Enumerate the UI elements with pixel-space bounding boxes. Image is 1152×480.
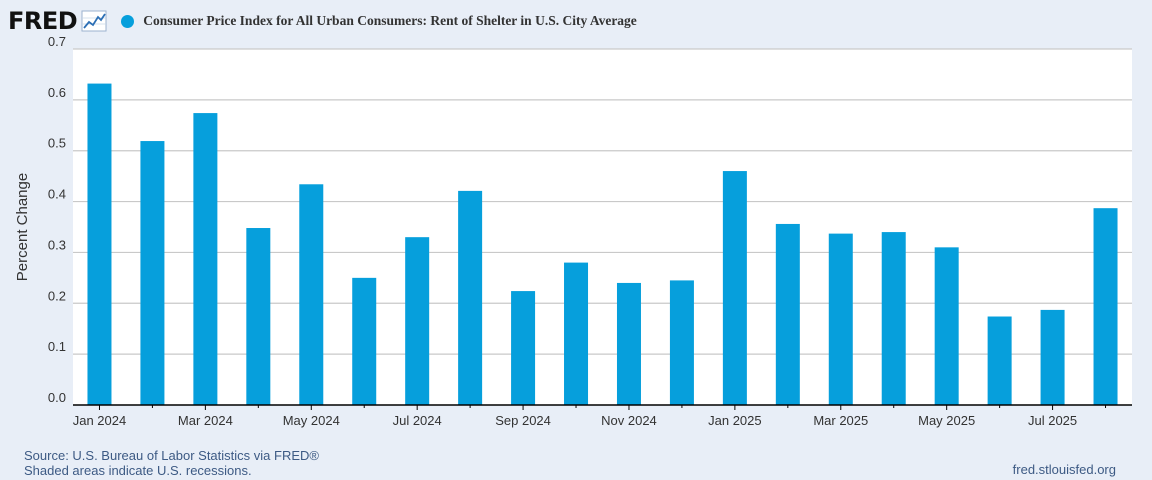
chart-header: FRED Consumer Price Index for All Urban … xyxy=(8,6,637,36)
bar[interactable] xyxy=(511,291,536,405)
x-axis-ticks xyxy=(98,405,1107,410)
x-axis-tick-labels: Jan 2024 Mar 2024 May 2024 Jul 2024 Sep 2024… xyxy=(73,413,1077,428)
y-tick-label: 0.1 xyxy=(48,339,66,354)
y-tick-label: 0.7 xyxy=(48,34,66,49)
x-tick-label: Sep 2024 xyxy=(495,413,551,428)
plot-background xyxy=(73,49,1132,405)
bar[interactable] xyxy=(299,184,324,405)
legend-series-marker xyxy=(121,14,135,28)
bar[interactable] xyxy=(1040,309,1065,405)
bar[interactable] xyxy=(87,83,112,405)
bar[interactable] xyxy=(405,237,430,405)
bar[interactable] xyxy=(669,280,694,405)
site-link[interactable]: fred.stlouisfed.org xyxy=(1012,462,1116,477)
bar[interactable] xyxy=(987,316,1012,405)
bars xyxy=(87,83,1118,405)
x-tick-label: Jan 2025 xyxy=(708,413,762,428)
fred-logo[interactable]: FRED xyxy=(8,7,78,35)
y-tick-label: 0.3 xyxy=(48,237,66,252)
bar[interactable] xyxy=(193,113,218,405)
bar[interactable] xyxy=(616,282,641,405)
fred-logo-graph-icon xyxy=(81,10,107,32)
source-note: Source: U.S. Bureau of Labor Statistics … xyxy=(24,448,319,463)
bar[interactable] xyxy=(564,262,589,405)
bar[interactable] xyxy=(246,228,271,405)
y-tick-label: 0.4 xyxy=(48,187,66,202)
chart-area: 0.0 0.1 0.2 0.3 0.4 0.5 0.6 0.7 Jan 2024 Mar 202… xyxy=(14,34,1132,428)
x-tick-label: Nov 2024 xyxy=(601,413,657,428)
bar[interactable] xyxy=(934,247,959,405)
y-axis-tick-labels: 0.0 0.1 0.2 0.3 0.4 0.5 0.6 0.7 xyxy=(48,34,66,405)
x-tick-label: Jul 2024 xyxy=(393,413,442,428)
x-tick-label: May 2024 xyxy=(283,413,340,428)
y-tick-label: 0.0 xyxy=(48,390,66,405)
y-tick-label: 0.2 xyxy=(48,288,66,303)
y-tick-label: 0.6 xyxy=(48,85,66,100)
x-tick-label: Jul 2025 xyxy=(1028,413,1077,428)
bar[interactable] xyxy=(722,171,747,405)
x-tick-label: May 2025 xyxy=(918,413,975,428)
bar[interactable] xyxy=(458,190,483,405)
bar[interactable] xyxy=(1093,208,1118,405)
bar[interactable] xyxy=(775,223,800,405)
bar[interactable] xyxy=(352,277,377,405)
footer-notes: Source: U.S. Bureau of Labor Statistics … xyxy=(24,448,319,478)
recession-note: Shaded areas indicate U.S. recessions. xyxy=(24,463,252,478)
x-tick-label: Mar 2024 xyxy=(178,413,233,428)
y-tick-label: 0.5 xyxy=(48,136,66,151)
chart-title: Consumer Price Index for All Urban Consu… xyxy=(143,13,637,28)
x-tick-label: Jan 2024 xyxy=(73,413,127,428)
x-tick-label: Mar 2025 xyxy=(813,413,868,428)
bar[interactable] xyxy=(881,232,906,405)
bar[interactable] xyxy=(828,233,853,405)
y-axis-label: Percent Change xyxy=(14,173,31,281)
bar[interactable] xyxy=(140,141,165,405)
